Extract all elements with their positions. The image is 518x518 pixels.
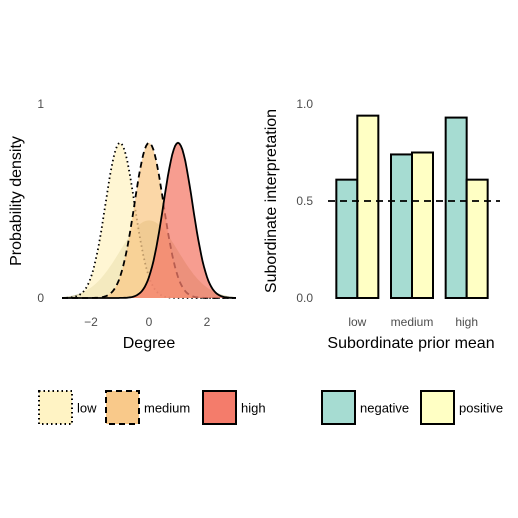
x-tick-label: −2 bbox=[84, 315, 98, 329]
x-tick-label: 2 bbox=[204, 315, 211, 329]
y-axis-title: Probability density bbox=[8, 136, 25, 266]
density-area-high bbox=[62, 142, 236, 298]
x-axis-title: Degree bbox=[123, 335, 176, 352]
y-tick-label: 0.0 bbox=[296, 291, 313, 305]
density-line-high bbox=[62, 141, 236, 299]
density-panel: −2 0 2 0 1 Degree Probability density bbox=[8, 97, 236, 352]
legend-label-medium: medium bbox=[144, 401, 190, 416]
y-axis-title: Subordinate interpretation bbox=[263, 109, 280, 293]
x-tick-label: high bbox=[455, 315, 478, 329]
legend-label-low: low bbox=[77, 401, 97, 416]
legend: low medium high negative positive bbox=[38, 390, 503, 425]
legend-label-positive: positive bbox=[459, 401, 503, 416]
x-axis-title: Subordinate prior mean bbox=[327, 335, 494, 352]
bar-negative-high bbox=[444, 116, 468, 299]
bar-positive-low bbox=[356, 114, 380, 299]
x-tick-label: 0 bbox=[146, 315, 153, 329]
x-tick-label: medium bbox=[391, 315, 434, 329]
bar-negative-low bbox=[335, 178, 359, 299]
y-tick-label: 1.0 bbox=[296, 97, 313, 111]
legend-key-low bbox=[38, 390, 73, 425]
y-tick-label: 1 bbox=[37, 97, 44, 111]
x-tick-label: low bbox=[348, 315, 366, 329]
bar-positive-medium bbox=[411, 151, 434, 299]
bar-panel: low medium high 0.0 0.5 1.0 Subordinate prior… bbox=[263, 97, 500, 352]
legend-key-negative bbox=[321, 390, 356, 425]
legend-label-negative: negative bbox=[360, 401, 409, 416]
density-area-medium bbox=[62, 142, 236, 298]
bar-positive-high bbox=[465, 178, 489, 299]
legend-key-high bbox=[202, 390, 237, 425]
y-tick-label: 0.5 bbox=[296, 194, 313, 208]
legend-label-high: high bbox=[241, 401, 266, 416]
bar-negative-medium bbox=[390, 153, 413, 299]
legend-key-positive bbox=[420, 390, 455, 425]
y-tick-label: 0 bbox=[37, 291, 44, 305]
legend-key-medium bbox=[105, 390, 140, 425]
density-area-low bbox=[62, 142, 236, 298]
